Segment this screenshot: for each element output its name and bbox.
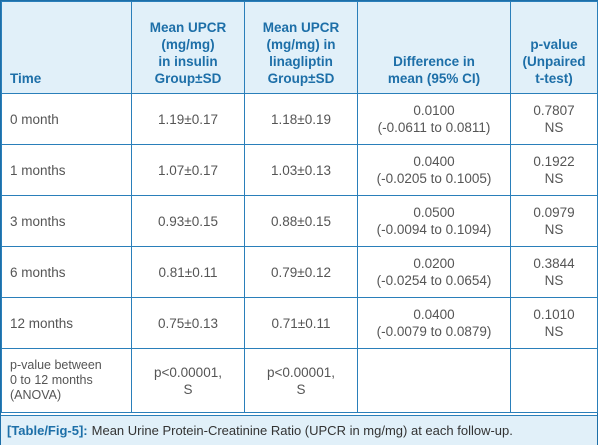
time-cell: 0 month [1,93,132,145]
difference-cell: 0.0100 (-0.0611 to 0.0811) [357,93,511,145]
linagliptin-cell: 1.18±0.19 [244,93,358,145]
insulin-cell: 1.07±0.17 [131,144,245,196]
table-row: 12 months 0.75±0.13 0.71±0.11 0.0400 (-0… [1,297,598,349]
time-cell: 12 months [1,297,132,349]
time-cell: 6 months [1,246,132,298]
p-value-cell: 0.1922 NS [510,144,598,196]
caption-text: Mean Urine Protein-Creatinine Ratio (UPC… [91,423,513,438]
insulin-cell: 0.81±0.11 [131,246,245,298]
table-row: 6 months 0.81±0.11 0.79±0.12 0.0200 (-0.… [1,246,598,298]
header-insulin: Mean UPCR (mg/mg) in insulin Group±SD [131,1,245,94]
anova-row: p-value between 0 to 12 months (ANOVA) p… [1,348,598,413]
table-row: 0 month 1.19±0.17 1.18±0.19 0.0100 (-0.0… [1,93,598,145]
difference-cell: 0.0500 (-0.0094 to 0.1094) [357,195,511,247]
difference-cell: 0.0400 (-0.0079 to 0.0879) [357,297,511,349]
linagliptin-cell: 0.79±0.12 [244,246,358,298]
header-time: Time [1,1,132,94]
caption-tag: [Table/Fig-5]: [7,423,88,438]
linagliptin-cell: 1.03±0.13 [244,144,358,196]
header-difference: Difference in mean (95% CI) [357,1,511,94]
p-value-cell: 0.7807 NS [510,93,598,145]
linagliptin-cell: 0.88±0.15 [244,195,358,247]
difference-cell: 0.0200 (-0.0254 to 0.0654) [357,246,511,298]
header-linagliptin: Mean UPCR (mg/mg) in linagliptin Group±S… [244,1,358,94]
anova-insulin-cell: p<0.00001, S [131,348,245,413]
header-p-value: p-value (Unpaired t-test) [510,1,598,94]
difference-cell: 0.0400 (-0.0205 to 0.1005) [357,144,511,196]
time-cell: 1 months [1,144,132,196]
upcr-table: Time Mean UPCR (mg/mg) in insulin Group±… [1,1,598,413]
anova-label-cell: p-value between 0 to 12 months (ANOVA) [1,348,132,413]
p-value-cell: 0.3844 NS [510,246,598,298]
table-row: 3 months 0.93±0.15 0.88±0.15 0.0500 (-0.… [1,195,598,247]
p-value-cell: 0.1010 NS [510,297,598,349]
p-value-cell: 0.0979 NS [510,195,598,247]
empty-cell [357,348,511,413]
table-caption: [Table/Fig-5]: Mean Urine Protein-Creatin… [1,415,597,445]
table-row: 1 months 1.07±0.17 1.03±0.13 0.0400 (-0.… [1,144,598,196]
header-row: Time Mean UPCR (mg/mg) in insulin Group±… [1,1,598,94]
insulin-cell: 1.19±0.17 [131,93,245,145]
linagliptin-cell: 0.71±0.11 [244,297,358,349]
empty-cell [510,348,598,413]
time-cell: 3 months [1,195,132,247]
anova-linagliptin-cell: p<0.00001, S [244,348,358,413]
insulin-cell: 0.75±0.13 [131,297,245,349]
insulin-cell: 0.93±0.15 [131,195,245,247]
